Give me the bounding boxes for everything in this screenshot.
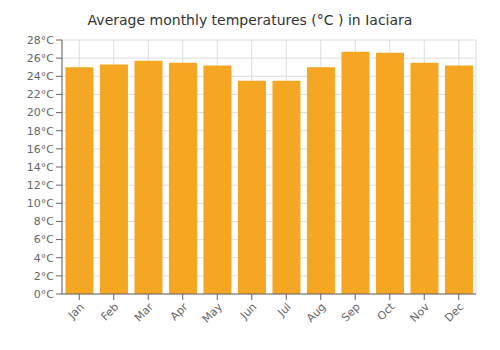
svg-text:Jun: Jun: [237, 300, 259, 322]
svg-text:8°C: 8°C: [34, 215, 54, 228]
svg-text:Sep: Sep: [339, 300, 363, 324]
svg-text:20°C: 20°C: [27, 106, 54, 119]
svg-text:Mar: Mar: [132, 300, 156, 324]
svg-text:Apr: Apr: [168, 300, 191, 323]
svg-text:Nov: Nov: [408, 300, 433, 325]
svg-text:Dec: Dec: [442, 300, 466, 324]
svg-text:Oct: Oct: [375, 300, 398, 323]
svg-text:14°C: 14°C: [27, 161, 54, 174]
svg-text:Jan: Jan: [65, 300, 87, 322]
svg-text:10°C: 10°C: [27, 197, 54, 210]
svg-text:28°C: 28°C: [27, 34, 54, 47]
svg-text:26°C: 26°C: [27, 52, 54, 65]
svg-text:4°C: 4°C: [34, 252, 54, 265]
svg-text:24°C: 24°C: [27, 70, 54, 83]
svg-text:Feb: Feb: [98, 300, 121, 323]
svg-text:16°C: 16°C: [27, 143, 54, 156]
svg-text:May: May: [200, 300, 226, 326]
svg-text:0°C: 0°C: [34, 288, 54, 301]
svg-text:12°C: 12°C: [27, 179, 54, 192]
html-text:Average monthly temperatures (: Average monthly temperatures (°C ) in Ia…: [87, 12, 413, 28]
svg-text:Jul: Jul: [275, 300, 294, 319]
svg-text:18°C: 18°C: [27, 125, 54, 138]
svg-text:2°C: 2°C: [34, 270, 54, 283]
svg-text:6°C: 6°C: [34, 233, 54, 246]
svg-text:Aug: Aug: [304, 300, 328, 324]
svg-text:22°C: 22°C: [27, 88, 54, 101]
